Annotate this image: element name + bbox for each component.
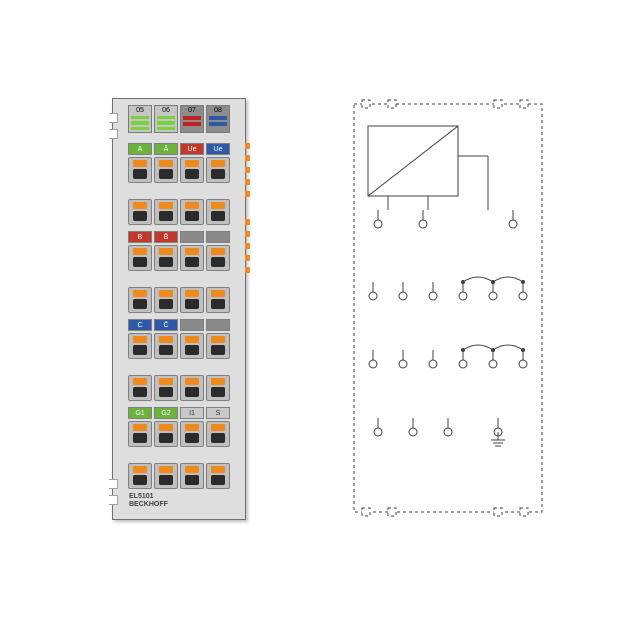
channel-label (206, 319, 230, 331)
spring-terminal (206, 157, 230, 183)
spring-terminal (154, 287, 178, 313)
spring-terminal (128, 333, 152, 359)
spring-terminal (206, 245, 230, 271)
channel-label: S (206, 407, 230, 419)
wiring-schematic (348, 98, 548, 518)
terminal-module: 05 06 07 08 AĀUeUeBB̄CC̄G1G2I1S EL5101 B… (112, 98, 246, 520)
terminal-row (127, 461, 231, 489)
channel-label: A (128, 143, 152, 155)
terminal-row: AĀUeUe (127, 143, 231, 183)
channel-label: C̄ (154, 319, 178, 331)
spring-terminal (206, 463, 230, 489)
channel-label: G1 (128, 407, 152, 419)
spring-terminal (128, 199, 152, 225)
spring-terminal (206, 333, 230, 359)
spring-terminal (180, 245, 204, 271)
spring-terminal (128, 157, 152, 183)
spring-terminal (206, 287, 230, 313)
led-cell-05: 05 (128, 105, 152, 133)
terminal-row (127, 373, 231, 401)
channel-label: I1 (180, 407, 204, 419)
model-label: EL5101 BECKHOFF (129, 493, 168, 509)
spring-terminal (154, 375, 178, 401)
spring-terminal (206, 421, 230, 447)
terminal-row (127, 197, 231, 225)
spring-terminal (128, 245, 152, 271)
spring-terminal (128, 463, 152, 489)
channel-label: Ue (206, 143, 230, 155)
spring-terminal (154, 421, 178, 447)
led-cell-06: 06 (154, 105, 178, 133)
spring-terminal (180, 375, 204, 401)
spring-terminal (128, 375, 152, 401)
spring-terminal (128, 421, 152, 447)
terminal-row: CC̄ (127, 319, 231, 359)
spring-terminal (180, 463, 204, 489)
spring-terminal (154, 199, 178, 225)
spring-terminal (128, 287, 152, 313)
channel-label: C (128, 319, 152, 331)
spring-terminal (154, 333, 178, 359)
spring-terminal (180, 157, 204, 183)
terminal-row: BB̄ (127, 231, 231, 271)
channel-label (180, 231, 204, 243)
terminal-row (127, 285, 231, 313)
spring-terminal (206, 375, 230, 401)
channel-label: Ue (180, 143, 204, 155)
spring-terminal (180, 421, 204, 447)
channel-label: Ā (154, 143, 178, 155)
channel-label (180, 319, 204, 331)
terminal-row: G1G2I1S (127, 407, 231, 447)
channel-label: B (128, 231, 152, 243)
channel-label (206, 231, 230, 243)
led-strip: 05 06 07 08 (127, 105, 231, 133)
spring-terminal (154, 245, 178, 271)
spring-terminal (180, 199, 204, 225)
spring-terminal (180, 333, 204, 359)
led-cell-08: 08 (206, 105, 230, 133)
channel-label: G2 (154, 407, 178, 419)
led-cell-07: 07 (180, 105, 204, 133)
spring-terminal (154, 157, 178, 183)
spring-terminal (206, 199, 230, 225)
spring-terminal (154, 463, 178, 489)
channel-label: B̄ (154, 231, 178, 243)
spring-terminal (180, 287, 204, 313)
